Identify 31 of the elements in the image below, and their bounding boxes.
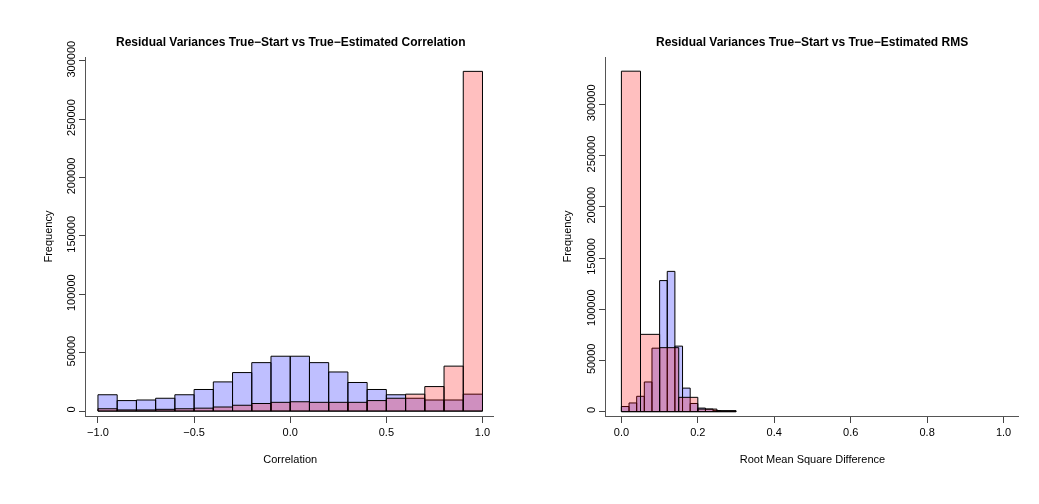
x-tick-label: 1.0 <box>995 425 1012 438</box>
x-axis-title: Correlation <box>263 453 318 466</box>
y-tick-label: 100000 <box>584 289 597 326</box>
y-axis-title: Frequency <box>41 210 54 263</box>
y-tick-label: 50000 <box>65 335 78 367</box>
x-tick-label: 0.5 <box>378 425 394 438</box>
y-tick-label: 250000 <box>65 99 78 136</box>
y-tick-label: 0 <box>584 406 597 414</box>
y-tick-label: 0 <box>65 406 78 413</box>
x-tick-label: 0.2 <box>690 425 706 438</box>
y-tick-label: 250000 <box>584 135 597 173</box>
x-tick-label: 0.6 <box>843 425 859 438</box>
y-tick-label: 150000 <box>65 215 78 253</box>
y-tick-label: 200000 <box>65 157 78 195</box>
y-tick-label: 150000 <box>584 238 597 275</box>
y-tick-label: 200000 <box>584 186 597 224</box>
x-tick-label: 0.4 <box>766 425 782 438</box>
y-tick-label: 300000 <box>584 84 597 122</box>
y-axis-title: Frequency <box>561 210 574 263</box>
x-tick-label: 0.0 <box>282 425 298 438</box>
y-tick-label: 300000 <box>65 40 78 78</box>
x-axis-title: Root Mean Square Difference <box>739 453 886 466</box>
y-tick-label: 100000 <box>65 274 78 312</box>
x-tick-label: −1.0 <box>87 425 109 438</box>
x-tick-label: 1.0 <box>474 425 491 438</box>
x-tick-label: 0.0 <box>613 425 630 438</box>
x-tick-label: 0.8 <box>919 425 935 438</box>
chart-title: Residual Variances True−Start vs True−Estimated Correlation <box>116 35 466 49</box>
y-tick-label: 50000 <box>584 343 597 375</box>
chart-title: Residual Variances True−Start vs True−Estimated RMS <box>656 35 969 49</box>
x-tick-label: −0.5 <box>183 425 205 438</box>
